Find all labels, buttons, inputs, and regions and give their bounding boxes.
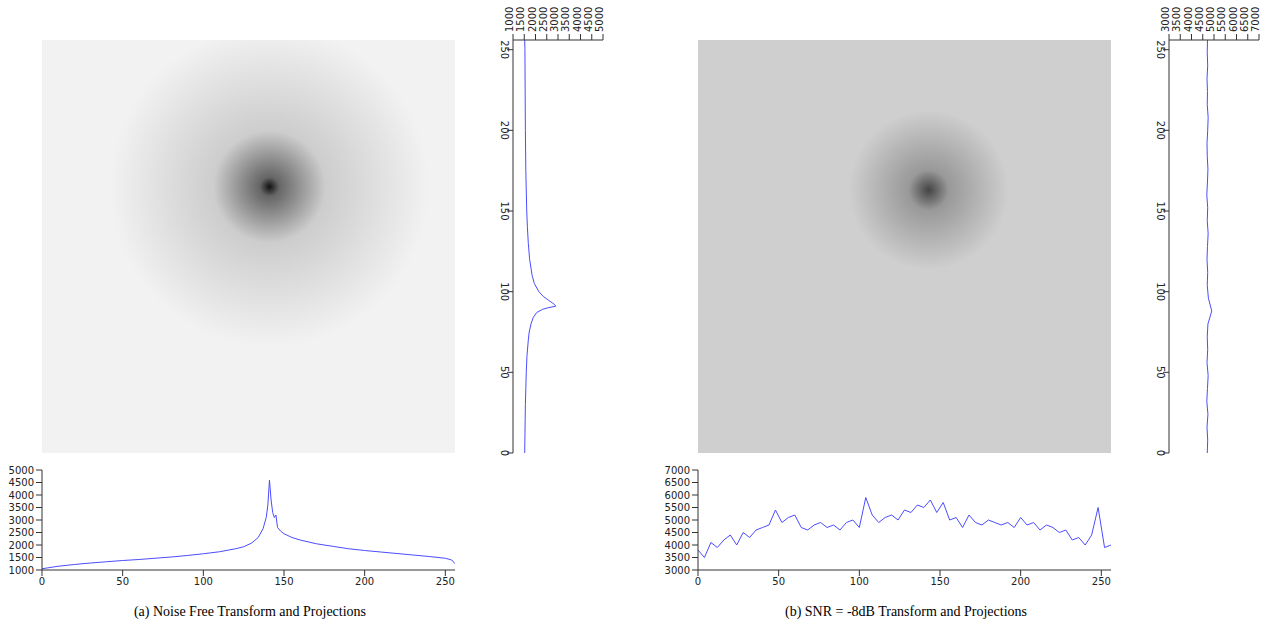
svg-text:4500: 4500 <box>9 477 34 488</box>
svg-text:5000: 5000 <box>665 515 690 526</box>
svg-text:5000: 5000 <box>1205 7 1216 32</box>
svg-text:2500: 2500 <box>538 7 549 32</box>
svg-text:6000: 6000 <box>1228 7 1239 32</box>
svg-text:6000: 6000 <box>665 490 690 501</box>
svg-text:0: 0 <box>39 576 45 587</box>
svg-text:1000: 1000 <box>9 565 34 576</box>
svg-text:5000: 5000 <box>594 7 605 32</box>
svg-text:6500: 6500 <box>665 477 690 488</box>
html-text:(a) Noise Free Transform and P: (a) Noise Free Transform and Projections <box>133 604 367 619</box>
svg-text:4000: 4000 <box>1183 7 1194 32</box>
svg-text:250: 250 <box>1155 40 1166 59</box>
svg-text:4000: 4000 <box>572 7 583 32</box>
svg-text:50: 50 <box>1155 366 1166 379</box>
svg-text:50: 50 <box>772 576 785 587</box>
svg-text:3500: 3500 <box>665 552 690 563</box>
svg-text:4500: 4500 <box>583 7 594 32</box>
svg-text:150: 150 <box>930 576 949 587</box>
svg-text:150: 150 <box>1155 201 1166 220</box>
svg-text:2000: 2000 <box>527 7 538 32</box>
svg-text:200: 200 <box>1011 576 1030 587</box>
svg-text:3500: 3500 <box>560 7 571 32</box>
svg-text:1500: 1500 <box>515 7 526 32</box>
svg-text:200: 200 <box>355 576 374 587</box>
svg-text:150: 150 <box>499 201 510 220</box>
svg-text:3500: 3500 <box>9 502 34 513</box>
svg-text:3000: 3000 <box>665 565 690 576</box>
svg-text:6500: 6500 <box>1239 7 1250 32</box>
svg-text:4500: 4500 <box>1194 7 1205 32</box>
svg-text:5000: 5000 <box>9 465 34 476</box>
svg-text:100: 100 <box>194 576 213 587</box>
svg-text:50: 50 <box>116 576 129 587</box>
svg-text:3000: 3000 <box>9 515 34 526</box>
svg-text:4500: 4500 <box>665 527 690 538</box>
svg-text:100: 100 <box>499 282 510 301</box>
svg-text:0: 0 <box>499 450 510 456</box>
svg-text:200: 200 <box>1155 121 1166 140</box>
svg-text:4000: 4000 <box>665 540 690 551</box>
svg-text:4000: 4000 <box>9 490 34 501</box>
svg-text:2500: 2500 <box>9 527 34 538</box>
svg-text:0: 0 <box>1155 450 1166 456</box>
svg-text:250: 250 <box>499 40 510 59</box>
svg-text:5500: 5500 <box>665 502 690 513</box>
html-text:(b) SNR = -8dB Transform and P: (b) SNR = -8dB Transform and Projections <box>785 604 1027 619</box>
svg-text:250: 250 <box>436 576 455 587</box>
svg-text:3500: 3500 <box>1171 7 1182 32</box>
svg-text:5500: 5500 <box>1216 7 1227 32</box>
svg-text:3000: 3000 <box>1160 7 1171 32</box>
svg-text:250: 250 <box>1092 576 1111 587</box>
svg-text:100: 100 <box>850 576 869 587</box>
svg-text:3000: 3000 <box>549 7 560 32</box>
svg-text:7000: 7000 <box>1250 7 1261 32</box>
svg-text:50: 50 <box>499 366 510 379</box>
svg-text:1500: 1500 <box>9 552 34 563</box>
svg-text:7000: 7000 <box>665 465 690 476</box>
svg-text:150: 150 <box>274 576 293 587</box>
svg-text:1000: 1000 <box>504 7 515 32</box>
svg-text:0: 0 <box>695 576 701 587</box>
svg-text:2000: 2000 <box>9 540 34 551</box>
svg-text:100: 100 <box>1155 282 1166 301</box>
svg-text:200: 200 <box>499 121 510 140</box>
